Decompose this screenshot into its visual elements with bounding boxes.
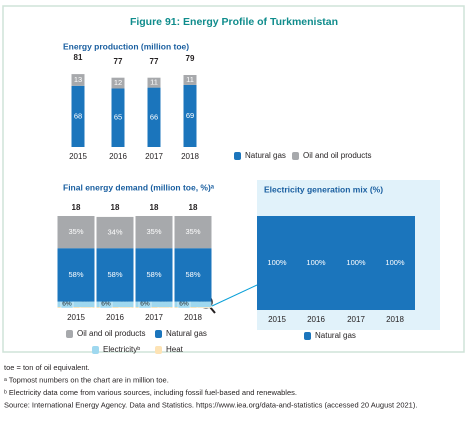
value-label: 100% bbox=[346, 258, 366, 267]
bar-segment bbox=[257, 216, 297, 310]
value-label: 66 bbox=[150, 112, 158, 121]
value-label: 35% bbox=[68, 227, 83, 236]
bar-segment bbox=[135, 248, 173, 302]
bar-segment bbox=[375, 216, 415, 310]
legend-swatch bbox=[92, 346, 99, 354]
legend-label: Oil and oil products bbox=[303, 151, 371, 160]
bar-segment bbox=[57, 248, 95, 302]
bar-segment bbox=[96, 216, 134, 249]
bar-segment bbox=[174, 307, 212, 308]
footnote: ᵃ Topmost numbers on the chart are in mi… bbox=[4, 375, 169, 384]
x-tick-label: 2018 bbox=[386, 315, 404, 324]
bar-segment bbox=[96, 307, 134, 308]
total-label: 18 bbox=[189, 203, 198, 212]
value-label: 100% bbox=[385, 258, 405, 267]
value-label: 6% bbox=[62, 301, 72, 308]
value-label: 58% bbox=[68, 270, 83, 279]
legend-swatch bbox=[66, 330, 73, 338]
legend-swatch bbox=[304, 332, 311, 340]
bar-segment bbox=[57, 301, 95, 308]
x-tick-label: 2017 bbox=[145, 313, 163, 322]
bar-segment bbox=[57, 216, 95, 249]
bar-segment bbox=[111, 88, 125, 147]
frame bbox=[2, 5, 465, 353]
bar-segment bbox=[71, 74, 85, 86]
bar-segment bbox=[71, 85, 85, 147]
total-label: 81 bbox=[74, 53, 83, 62]
legend-label: Natural gas bbox=[245, 151, 286, 160]
total-label: 18 bbox=[150, 203, 159, 212]
bar-segment bbox=[147, 87, 161, 147]
legend-swatch bbox=[234, 152, 241, 160]
footnote: Source: International Energy Agency. Dat… bbox=[4, 400, 417, 409]
bar-segment bbox=[135, 301, 173, 308]
value-label: 6% bbox=[101, 301, 111, 308]
total-label: 77 bbox=[114, 57, 123, 66]
legend-label: Natural gas bbox=[166, 329, 207, 338]
bar-segment bbox=[96, 301, 134, 308]
legend-label: Oil and oil products bbox=[77, 329, 145, 338]
bar-segment bbox=[296, 216, 336, 310]
value-label: 11 bbox=[150, 78, 158, 87]
total-label: 77 bbox=[150, 57, 159, 66]
legend-swatch bbox=[155, 346, 162, 354]
value-label: 65 bbox=[114, 113, 122, 122]
bar-segment bbox=[174, 248, 212, 302]
connector bbox=[211, 284, 258, 307]
bar-segment bbox=[336, 216, 376, 310]
value-label: 58% bbox=[185, 270, 200, 279]
x-tick-label: 2017 bbox=[347, 315, 365, 324]
chart-title: Energy production (million toe) bbox=[63, 41, 189, 51]
value-label: 35% bbox=[146, 227, 161, 236]
value-label: 12 bbox=[114, 78, 122, 87]
x-tick-label: 2015 bbox=[69, 152, 87, 161]
bar-segment bbox=[183, 84, 197, 147]
value-label: 34% bbox=[107, 228, 122, 237]
bar-segment bbox=[174, 216, 212, 249]
x-tick-label: 2016 bbox=[307, 315, 325, 324]
figure-title: Figure 91: Energy Profile of Turkmenista… bbox=[130, 16, 338, 28]
x-tick-label: 2015 bbox=[268, 315, 286, 324]
x-tick-label: 2017 bbox=[145, 152, 163, 161]
bar-segment bbox=[174, 301, 212, 308]
x-tick-label: 2018 bbox=[181, 152, 199, 161]
bar-segment bbox=[183, 75, 197, 85]
value-label: 58% bbox=[146, 270, 161, 279]
value-label: 6% bbox=[179, 301, 189, 308]
value-label: 13 bbox=[74, 75, 82, 84]
total-label: 79 bbox=[186, 54, 195, 63]
value-label: 100% bbox=[267, 258, 287, 267]
bar-segment bbox=[135, 216, 173, 249]
legend-swatch bbox=[292, 152, 299, 160]
legend-label: Electricityᵇ bbox=[103, 345, 140, 354]
legend-swatch bbox=[155, 330, 162, 338]
legend-label: Heat bbox=[166, 345, 184, 354]
total-label: 18 bbox=[111, 203, 120, 212]
value-label: 68 bbox=[74, 111, 82, 120]
x-tick-label: 2015 bbox=[67, 313, 85, 322]
footnote: ᵇ Electricity data come from various sou… bbox=[4, 388, 297, 397]
x-tick-label: 2016 bbox=[106, 313, 124, 322]
footnote: toe = ton of oil equivalent. bbox=[4, 363, 90, 372]
bar-segment bbox=[135, 307, 173, 308]
legend-label: Natural gas bbox=[315, 331, 356, 340]
bar-segment bbox=[111, 77, 125, 89]
value-label: 58% bbox=[107, 270, 122, 279]
chart-title: Electricity generation mix (%) bbox=[264, 184, 383, 194]
value-label: 35% bbox=[185, 227, 200, 236]
total-label: 18 bbox=[72, 203, 81, 212]
value-label: 69 bbox=[186, 111, 194, 120]
value-label: 6% bbox=[140, 301, 150, 308]
bar-segment bbox=[147, 77, 161, 88]
x-tick-label: 2018 bbox=[184, 313, 202, 322]
bar-segment bbox=[57, 307, 95, 308]
value-label: 11 bbox=[186, 75, 194, 84]
bar-segment bbox=[96, 248, 134, 302]
chart-title: Final energy demand (million toe, %)ᵃ bbox=[63, 182, 215, 192]
value-label: 100% bbox=[306, 258, 326, 267]
x-tick-label: 2016 bbox=[109, 152, 127, 161]
